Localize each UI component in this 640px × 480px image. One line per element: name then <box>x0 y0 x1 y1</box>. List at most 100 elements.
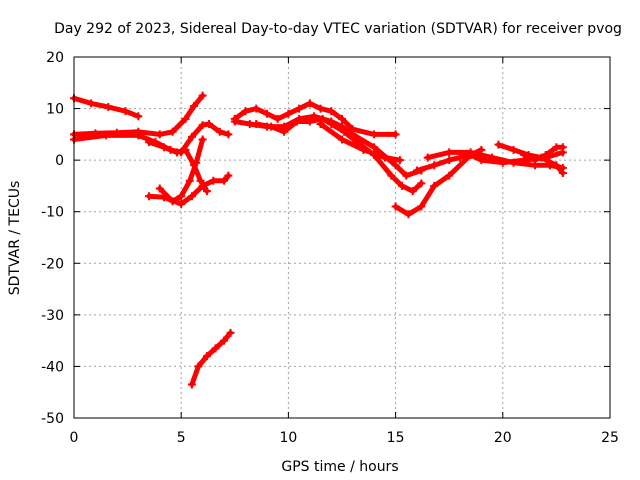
data-point <box>104 103 113 112</box>
data-point <box>417 179 426 188</box>
data-point <box>155 130 164 139</box>
data-point <box>494 140 503 149</box>
data-point <box>408 187 417 196</box>
data-point <box>87 99 96 108</box>
data-point <box>205 120 214 129</box>
data-point <box>316 104 325 113</box>
data-point <box>194 362 203 371</box>
data-point <box>340 127 349 136</box>
data-point <box>318 114 327 123</box>
data-point <box>370 143 379 152</box>
data-point <box>202 352 211 361</box>
data-point <box>558 143 567 152</box>
data-point <box>552 161 561 170</box>
data-point <box>509 158 518 167</box>
series-track-11 <box>316 120 404 165</box>
data-point <box>558 169 567 178</box>
data-point <box>230 117 239 126</box>
data-point <box>102 131 111 140</box>
y-axis-label: SDTVAR / TECUs <box>7 181 23 296</box>
x-tick-label: 15 <box>387 430 405 446</box>
data-point <box>192 158 201 167</box>
data-point <box>338 135 346 144</box>
data-point <box>211 344 220 353</box>
series-line <box>189 330 233 387</box>
data-point <box>220 336 229 345</box>
data-point <box>177 192 186 201</box>
data-point <box>430 161 439 170</box>
data-point <box>423 153 432 162</box>
data-point <box>305 117 314 126</box>
x-axis-label: GPS time / hours <box>281 459 398 475</box>
data-point <box>380 153 389 162</box>
chart-title: Day 292 of 2023, Sidereal Day-to-day VTE… <box>54 21 622 37</box>
data-point <box>391 130 400 139</box>
data-point <box>190 101 199 110</box>
data-point <box>196 176 205 185</box>
data-point <box>177 199 186 208</box>
data-point <box>404 210 413 219</box>
data-point <box>202 187 211 196</box>
data-point <box>172 148 181 157</box>
data-point <box>160 193 169 202</box>
data-point <box>145 138 154 147</box>
x-tick-label: 20 <box>494 430 512 446</box>
data-point <box>181 114 190 123</box>
data-point <box>273 114 282 123</box>
data-point <box>220 176 229 185</box>
series-track-7 <box>187 328 235 389</box>
data-point <box>292 117 301 126</box>
series-track-4 <box>145 138 211 196</box>
data-point <box>252 104 261 113</box>
axis-ticks: 0 5 10 15 20 25 20 10 0 -10 -20 -30 -40 -50 <box>41 50 619 446</box>
x-tick-label: 10 <box>279 430 297 446</box>
data-point <box>488 153 497 162</box>
data-point <box>430 181 439 190</box>
x-tick-label: 5 <box>177 430 186 446</box>
data-point <box>327 107 336 116</box>
data-point <box>445 171 454 180</box>
data-point <box>185 176 194 185</box>
data-point <box>168 127 177 136</box>
series-track-6 <box>145 171 233 208</box>
data-point <box>316 120 325 129</box>
data-point <box>134 112 143 121</box>
data-point <box>295 104 304 113</box>
y-tick-label: -50 <box>41 411 64 427</box>
data-point <box>398 181 407 190</box>
data-point <box>187 380 196 389</box>
data-point <box>187 192 196 201</box>
data-point <box>209 176 218 185</box>
data-point <box>280 127 289 136</box>
y-tick-label: 0 <box>55 153 64 169</box>
data-point <box>520 150 529 159</box>
data-point <box>252 120 261 129</box>
data-point <box>541 150 550 159</box>
data-point <box>155 184 164 193</box>
data-point <box>284 109 293 118</box>
series-track-1 <box>70 94 143 121</box>
data-point <box>359 145 368 154</box>
data-point <box>160 143 169 152</box>
data-point <box>226 328 235 337</box>
y-tick-label: -40 <box>41 359 64 375</box>
data-point <box>187 132 196 141</box>
data-point <box>466 148 475 157</box>
y-tick-label: -10 <box>41 205 64 221</box>
data-point <box>198 135 207 144</box>
data-point <box>121 107 130 116</box>
data-point <box>391 202 400 211</box>
data-point <box>402 171 411 180</box>
y-tick-label: -20 <box>41 256 64 272</box>
data-point <box>305 99 314 108</box>
data-point <box>198 91 207 100</box>
data-point <box>145 192 154 201</box>
data-point <box>267 122 276 131</box>
data-point <box>181 145 190 154</box>
series-track-10 <box>252 114 426 196</box>
data-point <box>215 127 224 136</box>
plot-frame <box>73 56 611 419</box>
data-point <box>530 156 539 165</box>
